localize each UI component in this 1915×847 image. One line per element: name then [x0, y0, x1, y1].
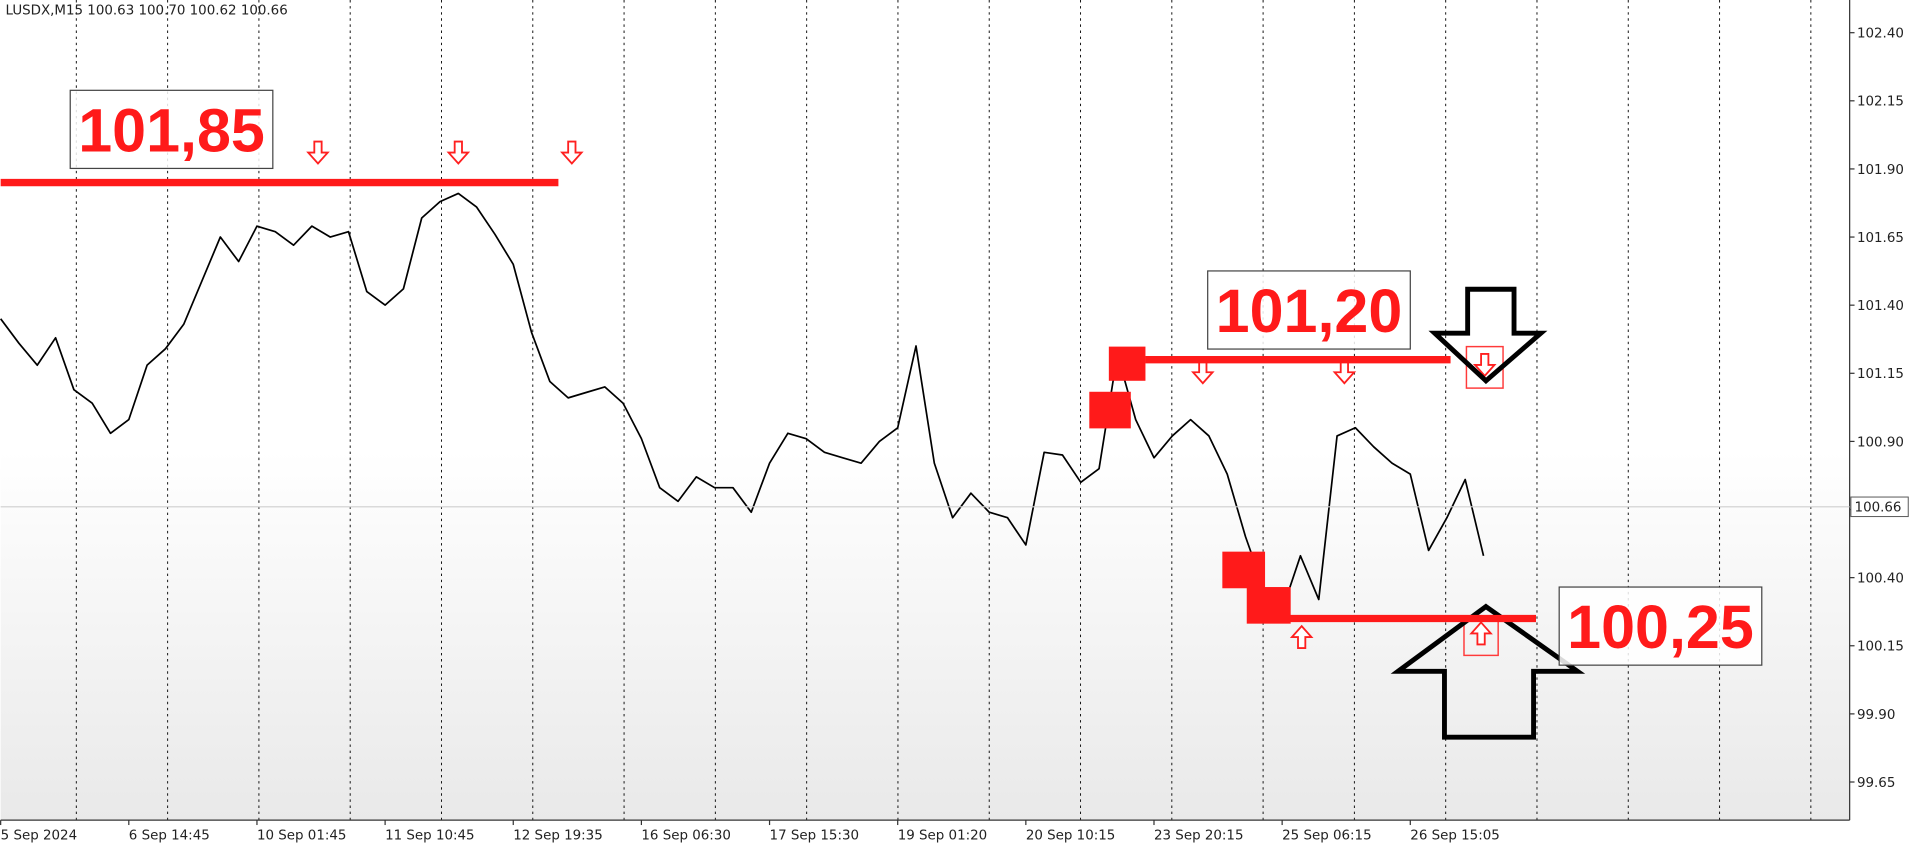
x-tick-label: 17 Sep 15:30 [770, 829, 859, 844]
y-tick-label: 101.15 [1857, 367, 1904, 382]
x-tick-label: 12 Sep 19:35 [513, 829, 602, 844]
last-price-label: 100.66 [1855, 501, 1902, 516]
y-tick-label: 102.15 [1857, 95, 1904, 110]
x-tick-label: 23 Sep 20:15 [1154, 829, 1243, 844]
y-tick-label: 100.15 [1857, 640, 1904, 655]
symbol-header: LUSDX,M15 100.63 100.70 100.62 100.66 [6, 4, 288, 19]
y-tick-label: 101.65 [1857, 231, 1904, 246]
level-label: 101,85 [78, 96, 265, 164]
y-tick-label: 101.90 [1857, 163, 1904, 178]
level-label-box [1558, 586, 1763, 666]
big-down-arrow [1428, 286, 1548, 385]
block [1089, 391, 1131, 429]
last-price-tag [1850, 496, 1909, 518]
x-tick-label: 10 Sep 01:45 [257, 829, 346, 844]
down-arrow [306, 140, 330, 165]
x-tick-label: 6 Sep 14:45 [129, 829, 210, 844]
big-up-arrow [1390, 603, 1586, 740]
plot-layer [0, 192, 1485, 612]
block [1246, 587, 1291, 624]
up-arrow [1469, 621, 1493, 646]
y-tick-label: 99.90 [1857, 708, 1895, 723]
small-arrows [306, 140, 1497, 649]
order-blocks [1089, 346, 1291, 624]
y-tick-label: 100.90 [1857, 435, 1904, 450]
x-tick-label: 19 Sep 01:20 [898, 829, 987, 844]
level-label: 101,20 [1216, 277, 1403, 345]
y-tick-label: 99.65 [1857, 776, 1895, 791]
block [1222, 551, 1266, 589]
x-tick-label: 25 Sep 06:15 [1282, 829, 1371, 844]
x-tick-label: 16 Sep 06:30 [641, 829, 730, 844]
level-label-box [1207, 270, 1411, 350]
x-tick-label: 5 Sep 2024 [1, 829, 77, 844]
down-arrow [1472, 353, 1497, 378]
y-tick-label: 100.40 [1857, 572, 1904, 587]
y-tick-label: 101.40 [1857, 299, 1904, 314]
x-tick-label: 11 Sep 10:45 [385, 829, 474, 844]
y-tick-label: 102.40 [1857, 27, 1904, 42]
up-arrow [1289, 624, 1314, 649]
level-label-box [69, 89, 274, 170]
down-arrow [560, 140, 584, 165]
block [1108, 346, 1146, 381]
x-tick-label: 20 Sep 10:15 [1026, 829, 1115, 844]
level-label: 100,25 [1567, 593, 1754, 661]
price-line [0, 192, 1485, 612]
down-arrow [446, 140, 471, 165]
x-tick-label: 26 Sep 15:05 [1410, 829, 1499, 844]
